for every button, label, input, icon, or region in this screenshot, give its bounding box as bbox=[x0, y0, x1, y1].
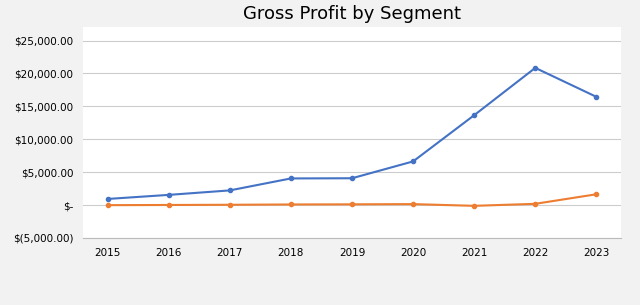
Automotive bbox=[165, 193, 173, 197]
Automotive bbox=[531, 66, 539, 70]
Energy Generation and Storage bbox=[226, 203, 234, 206]
Energy Generation and Storage bbox=[348, 203, 356, 206]
Legend: Automotive, Energy Generation and Storage: Automotive, Energy Generation and Storag… bbox=[191, 302, 513, 305]
Energy Generation and Storage bbox=[409, 202, 417, 206]
Automotive bbox=[409, 160, 417, 163]
Energy Generation and Storage bbox=[470, 204, 478, 208]
Automotive bbox=[226, 188, 234, 192]
Title: Gross Profit by Segment: Gross Profit by Segment bbox=[243, 5, 461, 23]
Energy Generation and Storage bbox=[287, 203, 295, 206]
Automotive bbox=[348, 176, 356, 180]
Automotive bbox=[593, 95, 600, 99]
Automotive bbox=[104, 197, 111, 201]
Energy Generation and Storage bbox=[165, 203, 173, 207]
Energy Generation and Storage bbox=[104, 203, 111, 207]
Automotive bbox=[287, 177, 295, 180]
Line: Energy Generation and Storage: Energy Generation and Storage bbox=[106, 192, 598, 208]
Automotive bbox=[470, 113, 478, 117]
Energy Generation and Storage bbox=[593, 192, 600, 196]
Energy Generation and Storage bbox=[531, 202, 539, 206]
Line: Automotive: Automotive bbox=[106, 66, 598, 201]
